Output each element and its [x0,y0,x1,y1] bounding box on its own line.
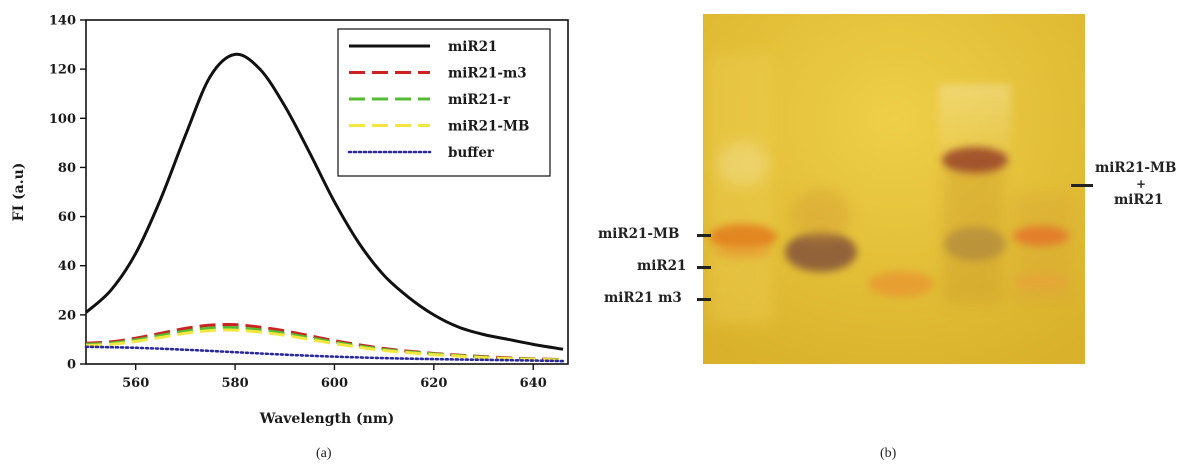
tick-complex [1071,184,1093,187]
label-mir21-mb: miR21-MB [598,226,680,242]
y-tick-label: 20 [58,308,76,323]
y-axis-title: FI (a.u) [11,163,27,222]
x-tick-label: 640 [520,376,547,391]
x-axis-title: Wavelength (nm) [259,411,395,427]
legend: miR21 miR21-m3 miR21-r miR21-MB buffer [337,28,551,177]
y-tick-label: 120 [49,63,76,78]
lane-1 [709,142,777,259]
panel-b-caption: (b) [880,446,897,461]
y-tick-label: 80 [58,161,76,176]
gel-electrophoresis-image [703,14,1085,364]
lane-5 [1013,226,1069,291]
legend-box [337,28,551,177]
lane-3 [868,271,934,297]
tick-mir21 [697,266,711,269]
x-tick-label: 580 [222,376,249,391]
legend-label-mir21-mb: miR21-MB [448,119,529,135]
x-tick-label: 600 [321,376,348,391]
legend-items: miR21 miR21-m3 miR21-r miR21-MB buffer [347,39,529,161]
fluorescence-spectrum-chart: 0 20 40 60 80 100 120 140 560 580 600 620 640 Wavel… [11,14,569,427]
tick-mir21-mb [697,234,711,237]
legend-label-mir21-m3: miR21-m3 [448,66,527,82]
legend-label-mir21-r: miR21-r [448,92,511,108]
y-tick-label: 40 [58,259,76,274]
label-mir21-m3: miR21 m3 [604,290,682,306]
panel-a-caption: (a) [316,446,332,461]
gel-image [703,14,1085,364]
label-complex-line-2: + [1136,177,1147,191]
lane-4 [939,84,1011,261]
legend-label-buffer: buffer [448,145,495,161]
label-complex-line-3: miR21 [1114,192,1164,208]
tick-mir21-m3 [697,298,711,301]
series-line-mir21-mb [85,328,564,362]
label-complex-line-1: miR21-MB [1095,160,1177,176]
y-tick-label: 60 [58,210,76,225]
x-axis-ticks: 560 580 600 620 640 [122,364,547,391]
label-mir21: miR21 [637,258,687,274]
y-tick-label: 100 [49,112,76,127]
lane-2 [785,189,857,272]
x-tick-label: 560 [122,376,149,391]
y-axis-ticks: 0 20 40 60 80 100 120 140 [49,14,86,373]
series-line-mir21 [85,52,564,351]
series-lines [84,52,565,363]
y-tick-label: 0 [67,358,76,373]
y-tick-label: 140 [49,14,76,29]
legend-label-mir21: miR21 [448,39,497,55]
x-tick-label: 620 [420,376,447,391]
series-line-buffer [84,345,565,363]
